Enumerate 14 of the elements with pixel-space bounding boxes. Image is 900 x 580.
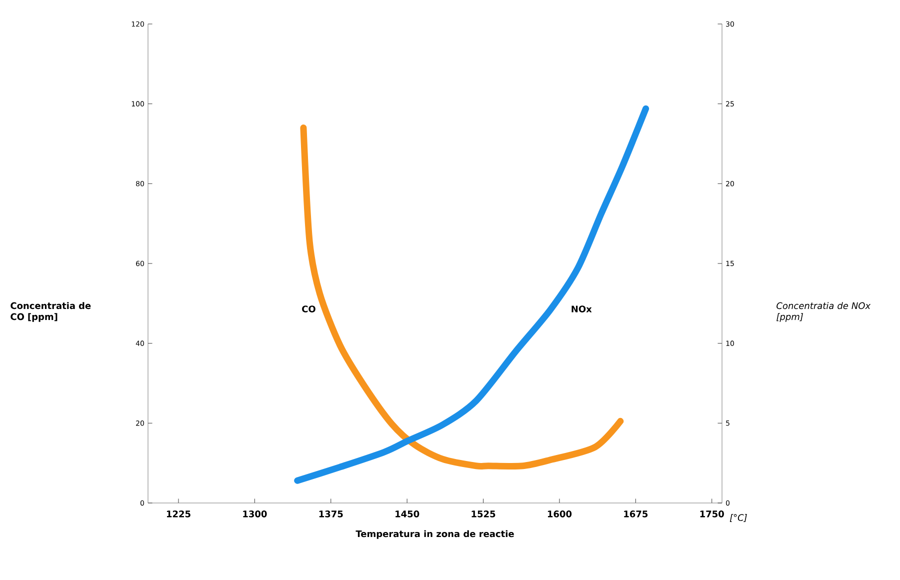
- x-tick-label: 1225: [166, 510, 190, 518]
- x-tick-label: 1300: [243, 510, 267, 518]
- x-tick-label: 1525: [472, 510, 496, 518]
- x-tick-label: 1750: [700, 510, 724, 518]
- x-tick-label: 1450: [396, 510, 420, 518]
- y2-axis-title: Concentratia de NOx [ppm]: [776, 302, 871, 322]
- x-tick-label: 1675: [624, 510, 648, 518]
- text: [°C]: [730, 514, 747, 522]
- series-label: CO: [302, 306, 316, 312]
- x-axis-title: Temperatura in zona de reactie: [356, 530, 514, 539]
- series-label: NOx: [572, 306, 592, 312]
- x-tick-label: 1375: [319, 510, 343, 518]
- x-tick-label: 1600: [548, 510, 572, 518]
- y-axis-title: Concentratia de CO [ppm]: [10, 302, 91, 322]
